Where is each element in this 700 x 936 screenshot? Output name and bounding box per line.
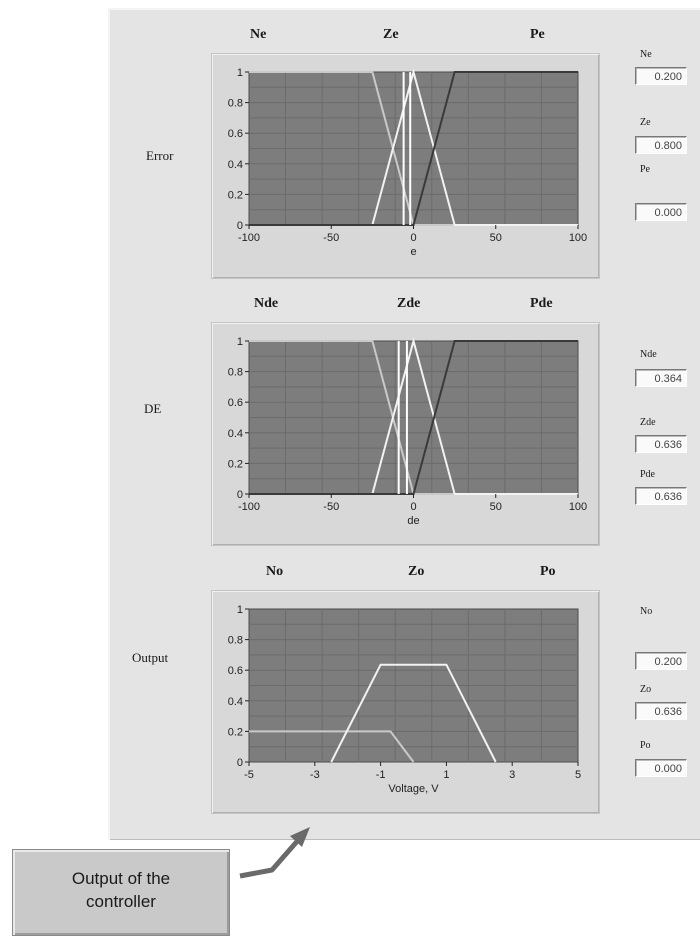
header-nde: Nde bbox=[254, 296, 279, 311]
indicator-nde: 0.364 bbox=[635, 369, 687, 387]
x-tick-label: -1 bbox=[376, 769, 386, 781]
header-po: Po bbox=[540, 564, 556, 579]
row-label-output: Output bbox=[132, 650, 169, 665]
x-tick-label: 50 bbox=[490, 501, 502, 513]
header-pde: Pde bbox=[530, 296, 553, 311]
indicator-label-no: No bbox=[640, 606, 653, 617]
x-tick-label: -100 bbox=[238, 232, 260, 244]
indicator-ne: 0.200 bbox=[635, 67, 687, 85]
x-tick-label: 50 bbox=[490, 232, 502, 244]
x-tick-label: 5 bbox=[575, 769, 581, 781]
y-tick-label: 0.4 bbox=[228, 428, 243, 440]
y-tick-label: 0.2 bbox=[228, 189, 243, 201]
y-tick-label: 0.8 bbox=[228, 367, 243, 379]
controller-output-callout: Output of the controller bbox=[12, 849, 230, 936]
indicator-label-po: Po bbox=[640, 740, 651, 751]
y-tick-label: 0.4 bbox=[228, 696, 243, 708]
x-tick-label: -50 bbox=[323, 232, 339, 244]
indicator-no: 0.200 bbox=[635, 652, 687, 670]
x-tick-label: -3 bbox=[310, 769, 320, 781]
row-label-de: DE bbox=[144, 401, 162, 416]
indicator-label-zo: Zo bbox=[640, 684, 652, 695]
x-tick-label: -100 bbox=[238, 501, 260, 513]
indicator-label-nde: Nde bbox=[640, 349, 657, 360]
y-tick-label: 1 bbox=[237, 604, 243, 616]
y-tick-label: 0.8 bbox=[228, 98, 243, 110]
x-tick-label: -5 bbox=[244, 769, 254, 781]
x-tick-label: -50 bbox=[323, 501, 339, 513]
header-zo: Zo bbox=[408, 564, 425, 579]
indicator-zo: 0.636 bbox=[635, 702, 687, 720]
x-axis-label: e bbox=[410, 246, 416, 258]
indicator-zde: 0.636 bbox=[635, 435, 687, 453]
y-tick-label: 0.2 bbox=[228, 458, 243, 470]
indicator-po: 0.000 bbox=[635, 759, 687, 777]
y-tick-label: 0.6 bbox=[228, 397, 243, 409]
indicator-pde: 0.636 bbox=[635, 487, 687, 505]
output-membership-graph[interactable]: 0 0.2 0.4 0.6 0.8 1 -5 -3 -1 1 3 5 Voltage, V bbox=[211, 590, 600, 814]
plot-svg: 0 0.2 0.4 0.6 0.8 1 -100 -50 0 50 100 de bbox=[228, 336, 587, 527]
y-tick-label: 0.2 bbox=[228, 726, 243, 738]
x-tick-label: 100 bbox=[569, 501, 587, 513]
x-tick-label: 100 bbox=[569, 232, 587, 244]
y-tick-label: 0.8 bbox=[228, 635, 243, 647]
callout-line-2: controller bbox=[86, 892, 156, 911]
y-tick-label: 1 bbox=[237, 67, 243, 79]
x-tick-label: 1 bbox=[443, 769, 449, 781]
callout-line-1: Output of the bbox=[71, 869, 171, 888]
y-tick-label: 0 bbox=[237, 757, 243, 769]
y-tick-label: 0 bbox=[237, 489, 243, 501]
indicator-ze: 0.800 bbox=[635, 136, 687, 154]
x-tick-label: 0 bbox=[410, 501, 416, 513]
y-tick-label: 0.4 bbox=[228, 159, 243, 171]
indicator-pe: 0.000 bbox=[635, 203, 687, 221]
x-axis-label: Voltage, V bbox=[388, 783, 439, 795]
de-membership-graph[interactable]: 0 0.2 0.4 0.6 0.8 1 -100 -50 0 50 100 de bbox=[211, 322, 600, 546]
indicator-label-ze: Ze bbox=[640, 117, 651, 128]
indicator-label-pe: Pe bbox=[640, 164, 650, 175]
y-tick-label: 1 bbox=[237, 336, 243, 348]
header-ne: Ne bbox=[250, 27, 267, 42]
plot-svg: 0 0.2 0.4 0.6 0.8 1 -5 -3 -1 1 3 5 Voltage, V bbox=[228, 604, 581, 795]
indicator-label-pde: Pde bbox=[640, 469, 655, 480]
y-tick-label: 0 bbox=[237, 220, 243, 232]
header-pe: Pe bbox=[530, 27, 545, 42]
y-tick-label: 0.6 bbox=[228, 665, 243, 677]
header-no: No bbox=[266, 564, 284, 579]
series-No bbox=[249, 730, 415, 763]
row-label-error: Error bbox=[146, 148, 174, 163]
indicator-label-ne: Ne bbox=[640, 49, 652, 60]
y-tick-label: 0.6 bbox=[228, 128, 243, 140]
header-ze: Ze bbox=[383, 27, 399, 42]
x-tick-label: 0 bbox=[410, 232, 416, 244]
plot-svg: 0 0.2 0.4 0.6 0.8 1 -100 -50 0 50 100 e bbox=[228, 67, 587, 258]
x-axis-label: de bbox=[407, 515, 419, 527]
series-Zo bbox=[330, 663, 497, 763]
x-tick-label: 3 bbox=[509, 769, 515, 781]
error-membership-graph[interactable]: 0 0.2 0.4 0.6 0.8 1 -100 -50 0 50 100 e bbox=[211, 53, 600, 279]
indicator-label-zde: Zde bbox=[640, 417, 656, 428]
header-zde: Zde bbox=[397, 296, 421, 311]
